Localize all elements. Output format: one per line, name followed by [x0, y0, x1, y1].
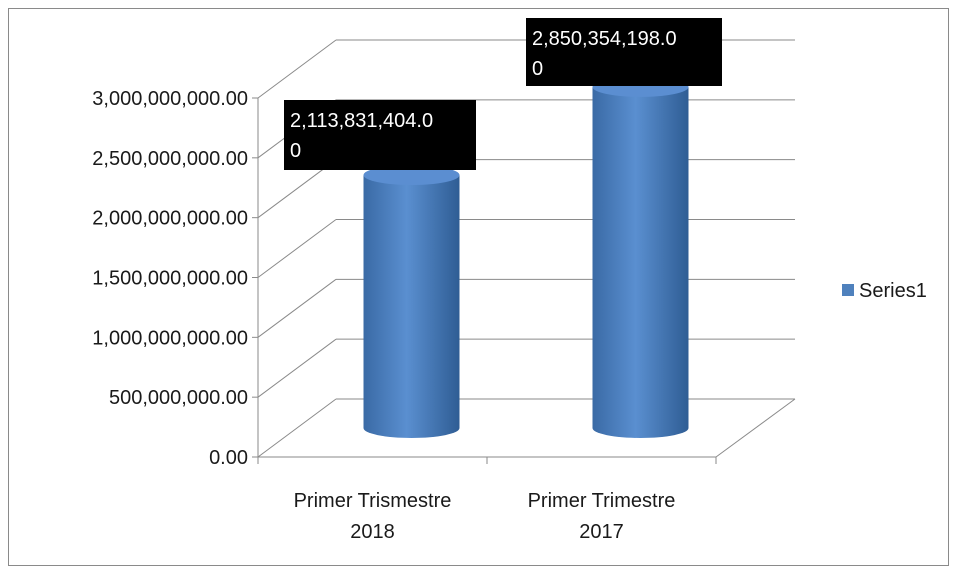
bar-body [592, 86, 689, 438]
bar-top [363, 165, 460, 186]
y-tick-label: 0.00 [209, 447, 248, 469]
bar-1 [363, 165, 460, 438]
gridline-diagonal [257, 338, 337, 398]
data-label: 0 [532, 58, 543, 80]
y-tick-label: 1,000,000,000.00 [92, 327, 248, 349]
bar-2 [592, 76, 689, 438]
data-labels: 2,113,831,404.0 0 2,850,354,198.0 0 [284, 18, 722, 170]
y-tick-label: 500,000,000.00 [109, 387, 248, 409]
data-label-box [526, 18, 722, 86]
floor-right-edge [715, 398, 796, 458]
y-axis-ticks: 0.00 500,000,000.00 1,000,000,000.00 1,500,… [92, 88, 258, 469]
category-label: Primer Trismestre [294, 490, 452, 512]
y-tick-label: 1,500,000,000.00 [92, 268, 248, 290]
data-label: 2,850,354,198.0 [532, 28, 677, 50]
bars [363, 76, 689, 438]
category-labels: Primer Trismestre 2018 Primer Trimestre 201… [294, 490, 676, 543]
x-axis [257, 457, 717, 464]
data-label: 0 [290, 140, 301, 162]
category-label: 2018 [350, 521, 395, 543]
gridline-diagonal [257, 398, 337, 458]
legend-swatch [842, 284, 854, 296]
chart-frame [8, 8, 949, 566]
category-label: Primer Trimestre [528, 490, 676, 512]
gridline-diagonal [257, 39, 337, 99]
legend: Series1 [842, 280, 927, 302]
bar-body [363, 175, 460, 438]
legend-label: Series1 [859, 280, 927, 302]
y-tick-label: 2,000,000,000.00 [92, 208, 248, 230]
y-tick-label: 3,000,000,000.00 [92, 88, 248, 110]
gridline-diagonal [257, 219, 337, 278]
y-tick-label: 2,500,000,000.00 [92, 148, 248, 170]
data-label: 2,113,831,404.0 [290, 110, 433, 132]
category-label: 2017 [579, 521, 624, 543]
data-label-box [284, 100, 476, 170]
gridline-diagonal [257, 278, 337, 338]
